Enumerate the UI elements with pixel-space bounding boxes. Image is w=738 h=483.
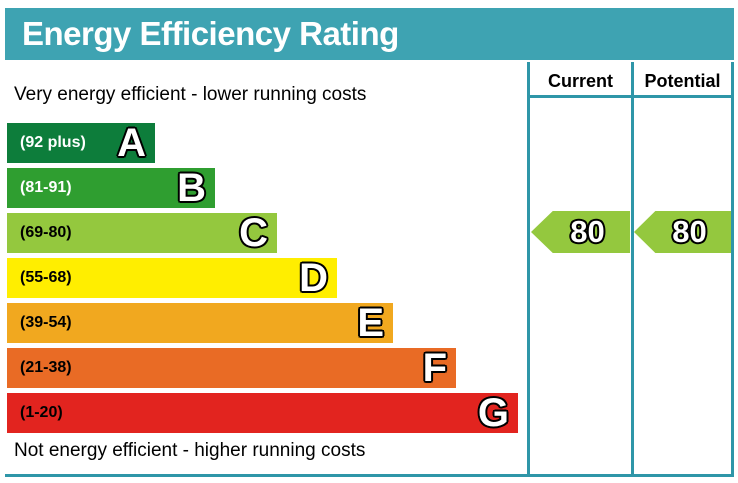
band-range-label: (92 plus) bbox=[20, 134, 86, 151]
band-range-label: (81-91) bbox=[20, 179, 72, 196]
top-caption: Very energy efficient - lower running co… bbox=[14, 84, 367, 105]
rating-band-a: (92 plus) A bbox=[7, 123, 155, 163]
rating-band-b: (81-91) B bbox=[7, 168, 215, 208]
potential-rating-arrow: 80 bbox=[634, 211, 731, 253]
rating-band-g: (1-20) G bbox=[7, 393, 518, 433]
column-header-underline bbox=[527, 95, 734, 98]
band-letter: E bbox=[357, 301, 384, 345]
band-range-label: (21-38) bbox=[20, 359, 72, 376]
band-letter: B bbox=[177, 166, 206, 210]
band-range-label: (39-54) bbox=[20, 314, 72, 331]
chart-right-border bbox=[731, 62, 734, 477]
potential-rating-value: 80 bbox=[672, 214, 707, 249]
band-letter: F bbox=[422, 346, 447, 390]
current-rating-value: 80 bbox=[570, 214, 605, 249]
chart-title: Energy Efficiency Rating bbox=[22, 15, 399, 52]
current-column-header: Current bbox=[547, 71, 613, 91]
chart-bottom-border bbox=[5, 474, 734, 477]
title-bar: Energy Efficiency Rating bbox=[5, 8, 734, 60]
bottom-caption: Not energy efficient - higher running co… bbox=[14, 440, 366, 461]
rating-band-f: (21-38) F bbox=[7, 348, 456, 388]
band-range-label: (55-68) bbox=[20, 269, 72, 286]
rating-band-e: (39-54) E bbox=[7, 303, 393, 343]
band-letter: G bbox=[477, 391, 509, 435]
potential-column-header: Potential bbox=[644, 71, 721, 91]
current-rating-arrow: 80 bbox=[531, 211, 630, 253]
current-column-left-border bbox=[527, 62, 530, 477]
band-letter: C bbox=[239, 211, 268, 255]
potential-column-left-border bbox=[631, 62, 634, 477]
band-letter: A bbox=[117, 121, 146, 165]
band-range-label: (69-80) bbox=[20, 224, 72, 241]
rating-band-c: (69-80) C bbox=[7, 213, 277, 253]
band-range-label: (1-20) bbox=[20, 404, 63, 421]
rating-band-d: (55-68) D bbox=[7, 258, 337, 298]
band-letter: D bbox=[299, 256, 328, 300]
